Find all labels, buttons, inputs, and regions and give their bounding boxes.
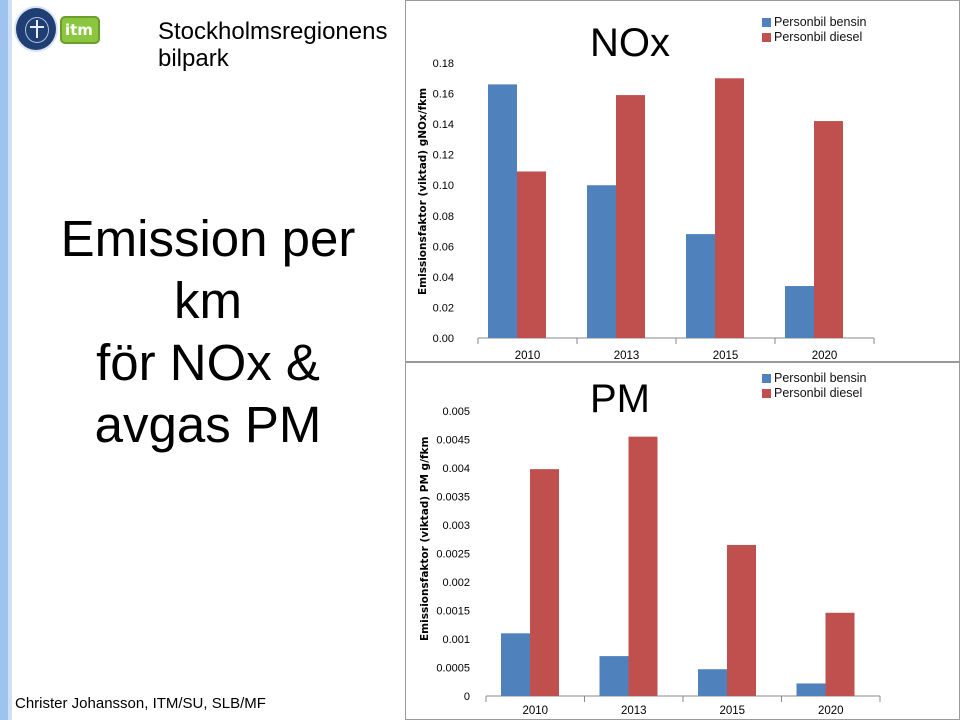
y-tick-label: 0.16 bbox=[433, 89, 454, 101]
itm-logo: itm bbox=[60, 16, 100, 44]
x-tick-label: 2015 bbox=[713, 350, 739, 361]
bar bbox=[501, 633, 530, 696]
legend-swatch bbox=[762, 18, 771, 27]
bar bbox=[587, 185, 616, 338]
y-tick-label: 0.005 bbox=[442, 406, 470, 418]
university-seal-logo bbox=[14, 6, 58, 52]
x-tick-label: 2020 bbox=[812, 350, 838, 361]
bar bbox=[796, 683, 826, 696]
y-tick-label: 0.001 bbox=[442, 634, 470, 646]
chart-legend: Personbil bensin Personbil diesel bbox=[762, 371, 866, 401]
x-tick-label: 2013 bbox=[621, 705, 647, 717]
y-tick-label: 0.003 bbox=[442, 520, 470, 532]
y-tick-label: 0.06 bbox=[433, 241, 454, 253]
sidebar-stripe bbox=[0, 0, 12, 720]
y-tick-label: 0.18 bbox=[433, 58, 454, 70]
x-tick-label: 2010 bbox=[522, 705, 548, 717]
y-tick-label: 0.002 bbox=[442, 577, 470, 589]
headline-line: km bbox=[174, 272, 242, 329]
nox-chart: NOx Personbil bensin Personbil diesel Em… bbox=[405, 0, 960, 362]
slide-headline: Emission per km för NOx & avgas PM bbox=[20, 208, 396, 456]
legend-label: Personbil bensin bbox=[774, 371, 867, 385]
legend-label: Personbil diesel bbox=[774, 30, 863, 44]
y-tick-label: 0.04 bbox=[433, 272, 454, 284]
pm-chart: PM Personbil bensin Personbil diesel Emi… bbox=[405, 362, 960, 720]
y-tick-label: 0 bbox=[464, 691, 470, 703]
x-tick-label: 2020 bbox=[818, 705, 844, 717]
y-tick-label: 0.08 bbox=[433, 211, 454, 223]
bar bbox=[628, 436, 658, 696]
bar bbox=[814, 121, 843, 338]
y-tick-label: 0.0045 bbox=[436, 435, 470, 447]
y-tick-label: 0.02 bbox=[433, 302, 454, 314]
x-tick-label: 2015 bbox=[719, 705, 745, 717]
footer-credit: Christer Johansson, ITM/SU, SLB/MF bbox=[15, 695, 266, 712]
pm-plot: 0 0.0005 0.001 0.0015 0.002 0.0025 0.003 0.0035… bbox=[436, 406, 881, 717]
bar bbox=[698, 669, 727, 696]
bar bbox=[825, 612, 855, 696]
legend-swatch bbox=[762, 389, 771, 398]
bar bbox=[727, 544, 756, 696]
headline-line: för NOx & bbox=[96, 334, 320, 391]
x-tick-label: 2013 bbox=[614, 350, 640, 361]
y-tick-label: 0.00 bbox=[433, 333, 454, 345]
chart-title: NOx bbox=[590, 21, 670, 65]
nox-plot: 0.00 0.02 0.04 0.06 0.08 0.10 0.12 0.14 0.16 0.18… bbox=[433, 58, 875, 361]
chart-title: PM bbox=[590, 377, 650, 421]
headline-line: avgas PM bbox=[94, 396, 322, 453]
bar bbox=[686, 234, 715, 338]
chart-legend: Personbil bensin Personbil diesel bbox=[762, 15, 866, 45]
y-tick-label: 0.14 bbox=[433, 119, 454, 131]
y-tick-label: 0.0035 bbox=[436, 492, 470, 504]
y-tick-label: 0.0005 bbox=[436, 663, 470, 675]
bar bbox=[785, 286, 814, 338]
bar bbox=[488, 84, 517, 338]
legend-label: Personbil bensin bbox=[774, 15, 867, 29]
bar bbox=[616, 95, 645, 338]
region-title: Stockholmsregionens bilpark bbox=[158, 18, 388, 72]
headline-line: Emission per bbox=[60, 210, 356, 267]
legend-swatch bbox=[762, 374, 771, 383]
bar bbox=[517, 171, 546, 338]
bar bbox=[530, 469, 559, 696]
legend-swatch bbox=[762, 33, 771, 42]
y-tick-label: 0.10 bbox=[433, 180, 454, 192]
legend-label: Personbil diesel bbox=[774, 386, 863, 400]
y-tick-label: 0.0015 bbox=[436, 606, 470, 618]
y-tick-label: 0.12 bbox=[433, 150, 454, 162]
x-tick-label: 2010 bbox=[515, 350, 541, 361]
bar bbox=[599, 656, 629, 696]
bar bbox=[715, 78, 744, 339]
y-tick-label: 0.004 bbox=[442, 463, 470, 475]
y-tick-label: 0.0025 bbox=[436, 549, 470, 561]
